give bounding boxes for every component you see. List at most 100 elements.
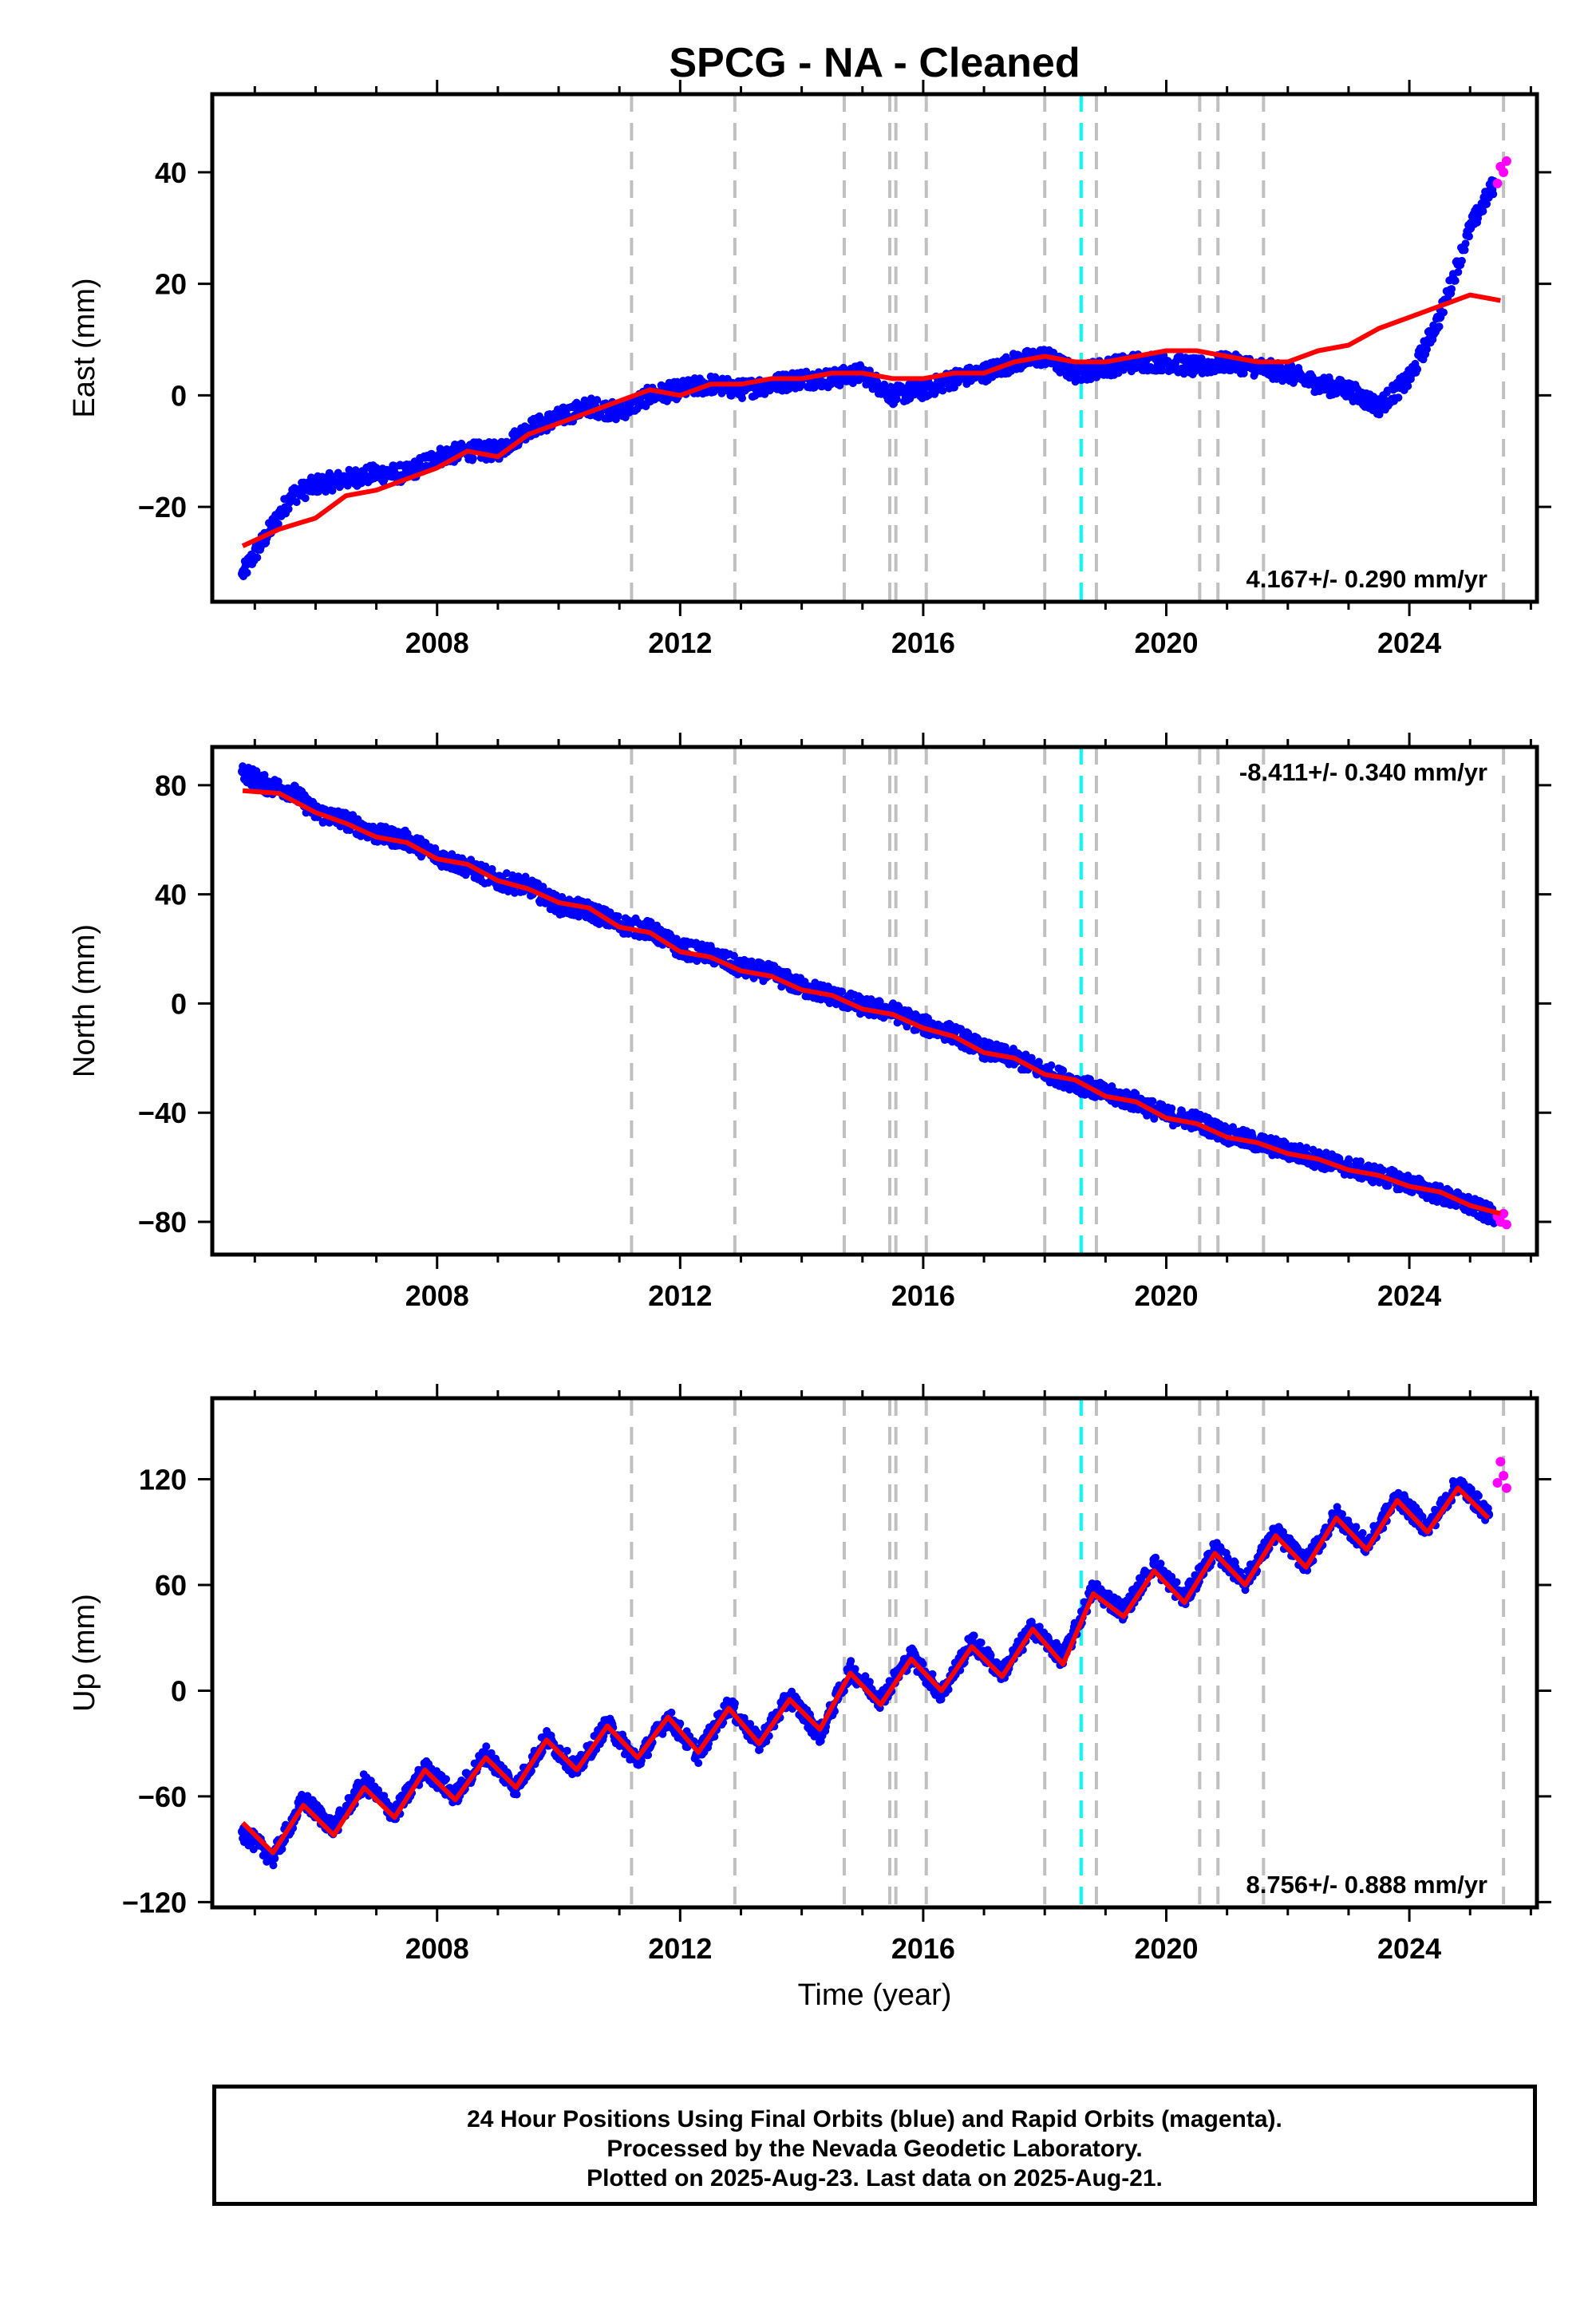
rapid-orbit-point [1495,1456,1506,1467]
plot-area [238,747,1511,1255]
final-orbit-point [887,390,898,401]
final-orbit-point [1453,1477,1464,1488]
x-tick-label: 2024 [1377,1279,1441,1312]
y-axis-label: East (mm) [68,278,101,417]
x-tick-label: 2012 [648,1279,712,1312]
y-tick-label: −60 [138,1780,187,1813]
x-tick-label: 2024 [1377,1932,1441,1965]
velocity-label: 4.167+/- 0.290 mm/yr [1246,565,1487,593]
footer-caption: 24 Hour Positions Using Final Orbits (bl… [212,2085,1537,2206]
final-orbit-point [480,1749,491,1759]
y-tick-label: 120 [139,1464,187,1496]
y-tick-label: 40 [155,879,187,911]
final-orbit-point [1149,1559,1159,1569]
panel-frame [210,92,1539,604]
final-orbit-point [1374,401,1385,412]
footer-line-1: 24 Hour Positions Using Final Orbits (bl… [467,2106,1282,2132]
x-tick-label: 2012 [648,626,712,659]
final-orbit-point [784,1691,795,1701]
footer-line-3: Plotted on 2025-Aug-23. Last data on 202… [587,2165,1163,2192]
y-tick-label: 0 [171,1674,187,1707]
x-tick-label: 2020 [1134,1279,1198,1312]
plot-area [238,94,1511,602]
panel-north: 2008 2012 2016 2020 2024 −80 −40 0 40 80 North (mm… [68,733,1551,1312]
final-orbit-point [614,407,625,417]
plot-area [238,1398,1511,1907]
final-orbit-point [432,452,442,462]
final-orbit-point [1404,373,1415,384]
y-tick-label: 80 [155,769,187,802]
final-orbit-point [286,491,296,501]
final-orbit-point [1282,368,1293,378]
final-orbit-point [1343,385,1353,395]
final-orbit-point [918,385,928,395]
final-orbit-point [238,569,248,579]
y-tick-label: 40 [155,156,187,189]
final-orbit-point [1131,357,1141,367]
final-orbit-point [1252,362,1262,373]
final-orbit-point [1191,362,1202,373]
panel-up: 2008 2012 2016 2020 2024 −120 −60 0 60 120 Up (mm)… [68,1384,1551,2012]
y-tick-label: 0 [171,379,187,412]
final-orbit-point [1161,357,1171,367]
final-orbit-point [1331,1509,1341,1520]
final-orbit-point [1435,312,1445,322]
y-tick-label: −40 [138,1097,187,1129]
final-orbit-point [1210,1544,1220,1555]
x-tick-label: 2016 [891,626,955,659]
rapid-orbit-point [1499,167,1509,177]
final-orbit-point [310,480,321,490]
final-orbit-point [766,379,776,389]
final-orbit-point [1222,357,1232,367]
y-tick-label: −80 [138,1206,187,1239]
y-tick-label: −20 [138,491,187,524]
y-tick-label: 20 [155,268,187,301]
final-orbit-point [359,1777,369,1788]
model-fit-line [241,292,1501,548]
final-orbit-point [1313,379,1323,389]
rapid-orbit-point [1501,156,1511,166]
rapid-orbit-point [1499,1471,1509,1481]
x-tick-label: 2016 [891,1932,955,1965]
final-orbit-point [815,1729,825,1740]
y-axis-label: Up (mm) [68,1594,101,1712]
final-orbit-point [633,1756,643,1766]
final-orbit-point [1070,368,1080,378]
daily-positions-cloud [239,1476,1492,1870]
final-orbit-point [1088,1583,1099,1594]
daily-positions-cloud [239,176,1499,581]
final-orbit-point [371,468,381,479]
final-orbit-point [827,373,837,384]
panel-frame [210,1396,1539,1910]
final-orbit-point [268,1853,279,1863]
x-tick-label: 2016 [891,1279,955,1312]
footer-line-2: Processed by the Nevada Geodetic Laborat… [606,2136,1143,2162]
x-tick-label: 2020 [1134,1932,1198,1965]
final-orbit-point [238,1827,248,1837]
figure-title: SPCG - NA - Cleaned [669,40,1080,86]
final-orbit-point [1392,1492,1402,1502]
rapid-orbit-point [1492,1477,1503,1488]
x-tick-label: 2020 [1134,626,1198,659]
final-orbit-point [845,1664,855,1674]
y-tick-label: 60 [155,1569,187,1602]
y-tick-label: 0 [171,987,187,1020]
rapid-orbit-point [1501,1219,1511,1230]
model-fit-line [240,1485,1491,1856]
final-orbit-point [298,1795,309,1805]
x-axis-label: Time (year) [798,1978,952,2012]
final-orbit-point [1100,362,1111,373]
final-orbit-point [948,373,958,384]
final-orbit-point [238,766,248,777]
final-orbit-point [1465,223,1476,233]
final-orbit-point [906,1650,916,1661]
x-tick-label: 2008 [405,1932,469,1965]
final-orbit-point [262,780,272,790]
rapid-orbit-point [1499,1208,1509,1219]
x-tick-label: 2024 [1377,626,1441,659]
final-orbit-point [966,1636,977,1646]
final-orbit-point [286,785,296,796]
rapid-orbit-point [1501,1483,1511,1493]
velocity-label: -8.411+/- 0.340 mm/yr [1239,758,1487,786]
